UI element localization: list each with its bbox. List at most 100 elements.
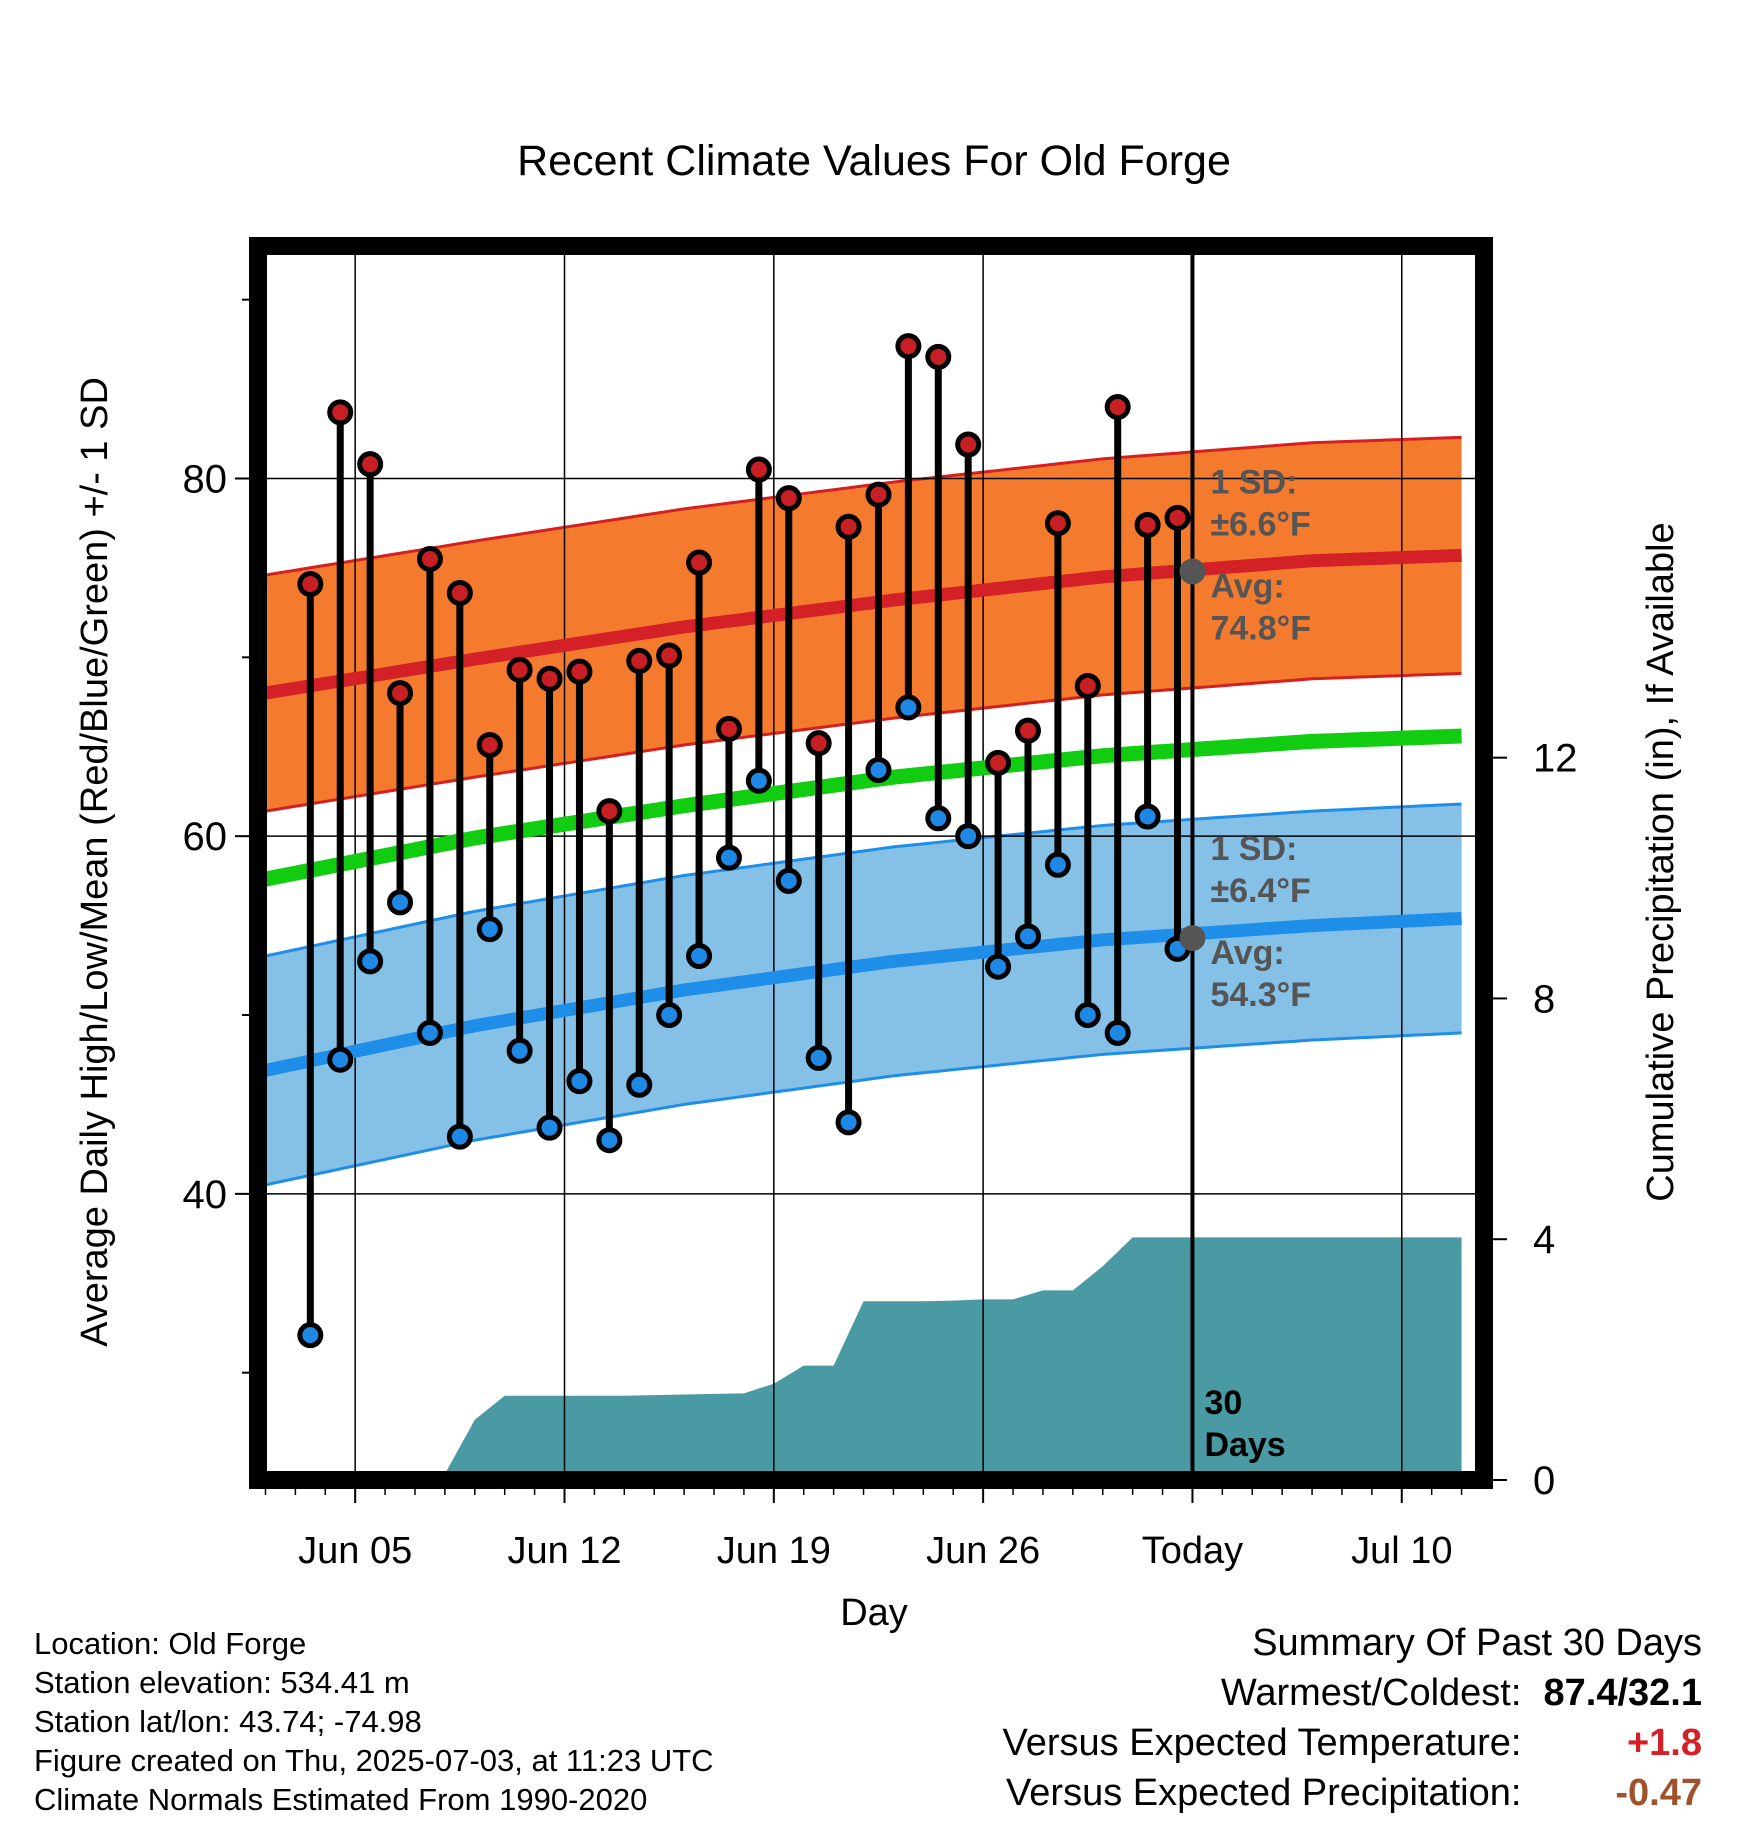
daily-low-point — [327, 1046, 354, 1073]
daily-low-point — [476, 916, 503, 943]
daily-low-point — [357, 948, 384, 975]
daily-low-point — [446, 1123, 473, 1150]
daily-high-point — [596, 798, 623, 825]
info-latlon: Station lat/lon: 43.74; -74.98 — [34, 1704, 422, 1739]
daily-high-point — [805, 730, 832, 757]
daily-low-point — [297, 1322, 324, 1349]
warm-cold-value: 87.4/32.1 — [1543, 1672, 1702, 1714]
normal-mean-line — [264, 728, 1462, 887]
x-tick-label: Today — [1142, 1530, 1243, 1572]
daily-high-point — [476, 731, 503, 758]
x-tick-label: Jun 26 — [926, 1530, 1040, 1572]
daily-high-point — [1044, 510, 1071, 537]
summary-precip: Versus Expected Precipitation: -0.47 — [1006, 1772, 1702, 1815]
daily-high-point — [387, 680, 414, 707]
daily-high-point — [297, 571, 324, 598]
warm-cold-label: Warmest/Coldest: — [1220, 1672, 1522, 1714]
temp-value: +1.8 — [1626, 1722, 1702, 1764]
daily-low-point — [1104, 1019, 1131, 1046]
daily-high-point — [745, 456, 772, 483]
daily-high-point — [416, 545, 443, 572]
daily-low-point — [745, 767, 772, 794]
today-high-avg-marker — [1179, 558, 1206, 585]
x-axis-label: Day — [840, 1592, 908, 1634]
summary-title: Summary Of Past 30 Days — [1252, 1622, 1702, 1664]
daily-high-point — [895, 333, 922, 360]
precip-value: -0.47 — [1615, 1772, 1702, 1814]
daily-low-point — [805, 1044, 832, 1071]
info-location: Location: Old Forge — [34, 1626, 307, 1661]
daily-high-point — [626, 647, 653, 674]
y-tick-label: 80 — [183, 457, 228, 501]
daily-low-point — [865, 757, 892, 784]
window-label-number: 30 — [1204, 1384, 1242, 1422]
low-sd-value: ±6.4°F — [1210, 872, 1310, 910]
daily-high-point — [775, 485, 802, 512]
daily-high-point — [955, 431, 982, 458]
info-created: Figure created on Thu, 2025-07-03, at 11… — [34, 1743, 714, 1778]
daily-high-point — [1014, 717, 1041, 744]
daily-high-point — [536, 665, 563, 692]
daily-low-point — [895, 694, 922, 721]
daily-low-point — [775, 867, 802, 894]
y2-tick-label: 0 — [1533, 1459, 1555, 1503]
daily-high-point — [656, 642, 683, 669]
daily-high-point — [715, 715, 742, 742]
x-tick-label: Jun 12 — [507, 1530, 621, 1572]
daily-low-point — [955, 823, 982, 850]
plot-area — [258, 246, 1484, 1480]
temp-label: Versus Expected Temperature: — [1002, 1722, 1522, 1764]
daily-high-point — [566, 658, 593, 685]
chart-title: Recent Climate Values For Old Forge — [517, 137, 1231, 185]
y2-axis-label: Cumulative Precipitation (in), If Availa… — [1640, 522, 1682, 1201]
normal-high-band-upper-edge — [265, 435, 1462, 577]
low-avg-label: Avg: — [1210, 934, 1284, 972]
y2-tick-label: 12 — [1533, 737, 1578, 781]
y-axis-label: Average Daily High/Low/Mean (Red/Blue/Gr… — [74, 377, 116, 1347]
x-tick-label: Jun 19 — [717, 1530, 831, 1572]
normal-high-line — [264, 548, 1462, 700]
daily-high-point — [1104, 393, 1131, 420]
plot-frame — [249, 237, 1493, 1489]
daily-low-point — [506, 1037, 533, 1064]
daily-high-point — [327, 399, 354, 426]
high-avg-value: 74.8°F — [1210, 609, 1311, 647]
daily-low-point — [686, 942, 713, 969]
low-sd-label: 1 SD: — [1210, 830, 1297, 868]
daily-low-point — [925, 805, 952, 832]
daily-high-point — [1164, 504, 1191, 531]
normal-low-band-upper-edge — [265, 802, 1462, 958]
info-normals: Climate Normals Estimated From 1990-2020 — [34, 1782, 648, 1817]
daily-low-point — [596, 1127, 623, 1154]
daily-high-point — [985, 749, 1012, 776]
x-tick-label: Jul 10 — [1351, 1530, 1452, 1572]
high-avg-label: Avg: — [1210, 567, 1284, 605]
daily-low-point — [985, 953, 1012, 980]
normal-high-band-lower-edge — [265, 671, 1462, 813]
daily-low-point — [1134, 803, 1161, 830]
y2-tick-label: 8 — [1533, 977, 1555, 1021]
daily-high-point — [357, 451, 384, 478]
daily-high-point — [506, 656, 533, 683]
daily-high-point — [865, 481, 892, 508]
daily-low-point — [715, 844, 742, 871]
precip-label: Versus Expected Precipitation: — [1006, 1772, 1522, 1814]
daily-high-point — [686, 549, 713, 576]
today-low-avg-marker — [1179, 925, 1206, 952]
low-avg-value: 54.3°F — [1210, 976, 1311, 1014]
daily-low-point — [416, 1019, 443, 1046]
daily-low-point — [566, 1068, 593, 1095]
normal-low-line — [264, 911, 1462, 1077]
daily-low-point — [626, 1071, 653, 1098]
y-tick-label: 40 — [183, 1173, 228, 1217]
daily-low-point — [1014, 923, 1041, 950]
info-elevation: Station elevation: 534.41 m — [34, 1665, 410, 1700]
window-label-unit: Days — [1204, 1426, 1285, 1464]
daily-low-point — [387, 889, 414, 916]
daily-high-point — [835, 513, 862, 540]
daily-low-point — [656, 1002, 683, 1029]
y2-tick-label: 4 — [1533, 1218, 1555, 1262]
daily-low-point — [1074, 1002, 1101, 1029]
daily-high-point — [1074, 672, 1101, 699]
